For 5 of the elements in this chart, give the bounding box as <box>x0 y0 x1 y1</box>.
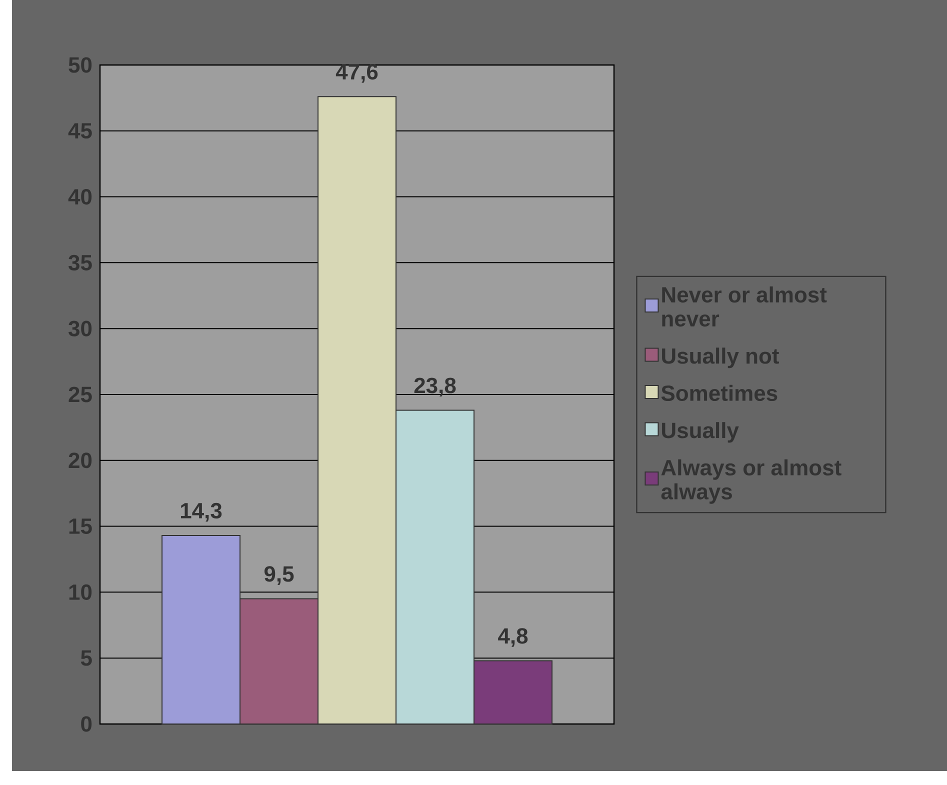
data-label: 47,6 <box>336 64 378 83</box>
data-label: 23,8 <box>414 378 456 396</box>
data-label: 9,5 <box>264 566 294 585</box>
data-label: 4,8 <box>498 628 528 647</box>
data-label: 14,3 <box>180 502 222 522</box>
